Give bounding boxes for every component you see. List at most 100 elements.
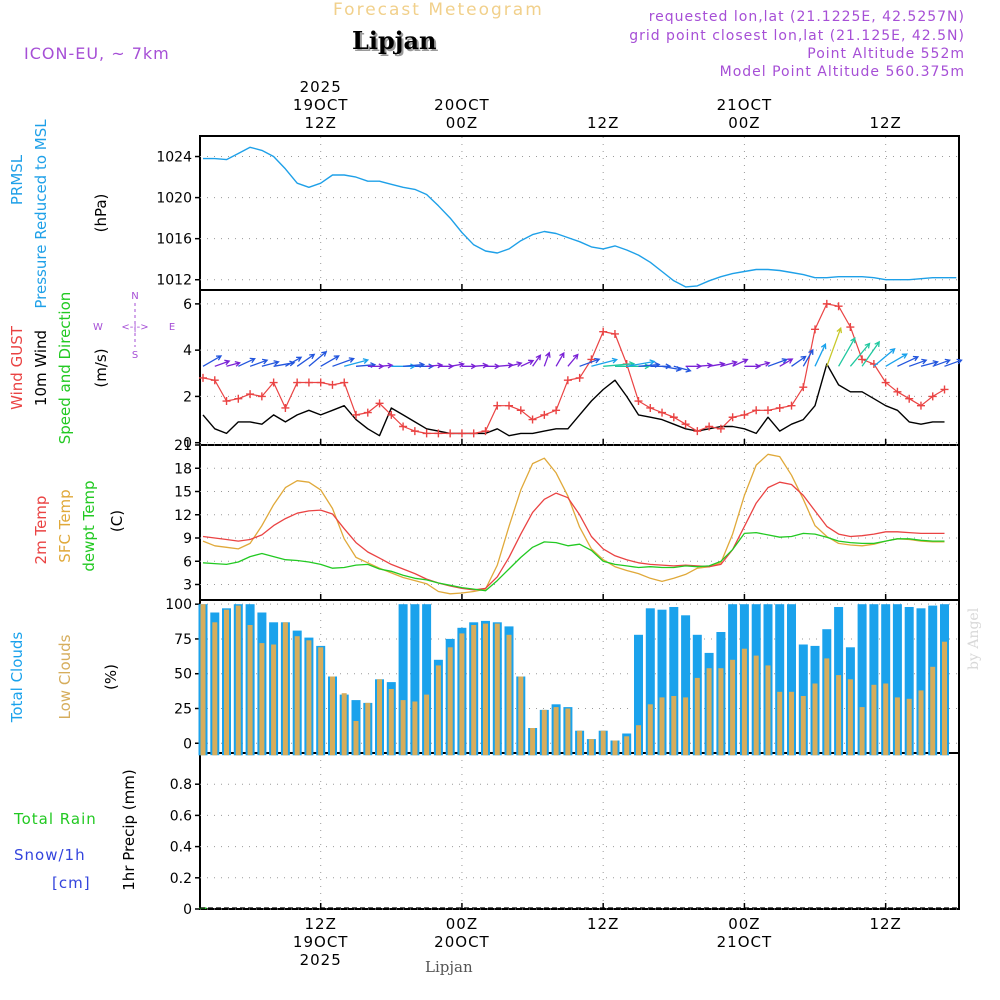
total-cloud-bar — [904, 607, 914, 756]
total-cloud-bar — [857, 604, 867, 756]
low-cloud-bar — [271, 644, 277, 756]
low-cloud-bar — [812, 683, 818, 756]
wind-direction-arrow — [249, 358, 269, 367]
requested-coords: requested lon,lat (21.1225E, 42.5257N) — [648, 9, 965, 25]
wind-gust-markers — [199, 299, 949, 438]
wind-gust-point — [246, 390, 255, 399]
y-tick-label: 15 — [174, 485, 192, 501]
total-cloud-bar — [657, 609, 667, 756]
footer-location: Lipjan — [425, 958, 473, 976]
temperature-panel-frame — [199, 444, 960, 601]
low-cloud-bar — [730, 659, 736, 756]
bottom-time-label: 12Z — [587, 915, 619, 933]
precip-panel-frame — [199, 752, 960, 910]
wind-gust-point — [410, 427, 419, 436]
pressure-series-line — [203, 146, 957, 288]
low-cloud-bar — [718, 668, 724, 756]
top-time-label: 12Z — [305, 114, 337, 132]
wind-gust-point — [222, 397, 231, 406]
wind-direction-arrow — [226, 360, 241, 367]
compass-east: E — [169, 322, 175, 333]
cloud-bars — [198, 604, 949, 756]
precip-unit-label: 1hr Precip (mm) — [120, 769, 138, 890]
wind-direction-arrow — [450, 361, 465, 368]
wind-gust-point — [281, 403, 290, 412]
low-cloud-bar — [459, 633, 465, 756]
wind-gust-point — [716, 424, 725, 433]
wind-gust-point — [881, 378, 890, 387]
temp-2m-label: 2m Temp — [32, 496, 50, 565]
wind-gust-point — [528, 415, 537, 424]
clouds-y-axis: 0 25 50 75 100 — [165, 597, 959, 752]
wind-direction-arrow — [732, 358, 749, 367]
wind-gust-point — [740, 410, 749, 419]
y-tick-label: 0.2 — [170, 871, 192, 887]
wind-direction-arrow — [779, 358, 794, 367]
wind-gust-point — [834, 302, 843, 311]
wind-gust-point — [352, 410, 361, 419]
top-time-label: 00Z — [446, 114, 478, 132]
y-tick-label: 1012 — [156, 273, 192, 289]
pressure-unit-label: (hPa) — [92, 194, 110, 233]
wind-gust-point — [316, 378, 325, 387]
y-tick-label: 1024 — [156, 150, 192, 166]
y-tick-label: 25 — [174, 701, 192, 717]
wind-direction-arrow — [332, 357, 355, 367]
wind-direction-arrow — [767, 358, 788, 367]
bottom-time-label: 12Z — [869, 915, 901, 933]
total-cloud-bar — [410, 604, 420, 756]
wind-gust-point — [399, 422, 408, 431]
low-cloud-bar — [224, 609, 229, 756]
low-cloud-bar — [400, 700, 406, 756]
bottom-time-label: 19OCT — [293, 933, 349, 951]
snow-legend-label: Snow/1h — [14, 846, 86, 864]
point-altitude: Point Altitude 552m — [807, 46, 965, 62]
low-cloud-bar — [353, 721, 359, 756]
wind-direction-arrow — [944, 358, 963, 367]
temperature-y-axis: 3 6 9 12 15 18 21 — [174, 438, 959, 594]
top-time-label: 12Z — [869, 114, 901, 132]
wind-direction-arrow — [626, 359, 656, 367]
top-time-label: 21OCT — [717, 96, 773, 114]
wind-direction-arrow — [814, 342, 827, 367]
y-tick-label: 0 — [183, 736, 192, 752]
wind-gust-point — [234, 394, 243, 403]
total-cloud-bar — [645, 608, 655, 756]
wind-direction-arrow — [591, 357, 619, 367]
wind-gust-point — [328, 380, 337, 389]
wind-gust-point — [340, 378, 349, 387]
y-tick-label: 0.8 — [170, 777, 192, 793]
wind-speed-series-line — [202, 363, 945, 437]
wind-gust-point — [375, 399, 384, 408]
wind-gust-point — [905, 394, 914, 403]
pressure-y-axis: 1012 1016 1020 1024 — [156, 150, 959, 289]
wind-gust-point — [540, 410, 549, 419]
total-cloud-bar — [681, 615, 691, 756]
wind-direction-label: Speed and Direction — [56, 292, 74, 445]
wind-direction-arrow — [532, 354, 542, 367]
wind-gust-point — [563, 376, 572, 385]
wind-direction-arrow — [756, 360, 771, 367]
top-time-label: 19OCT — [293, 96, 349, 114]
low-cloud-bar — [282, 622, 288, 756]
temp-dewpt-label: dewpt Temp — [80, 480, 98, 571]
compass-legend: NW <-|-> ES — [93, 291, 175, 361]
wind-gust-label: Wind GUST — [8, 325, 26, 410]
y-tick-label: 4 — [183, 343, 192, 359]
wind-direction-arrow — [897, 355, 920, 367]
total-cloud-bar — [422, 604, 432, 756]
y-tick-label: 2 — [183, 389, 192, 405]
low-cloud-bar — [906, 698, 912, 756]
low-cloud-bar — [765, 665, 771, 756]
y-tick-label: 100 — [165, 597, 192, 613]
low-cloud-bar — [883, 683, 889, 756]
low-cloud-bar — [494, 623, 500, 756]
wind-speed-label: 10m Wind — [32, 330, 50, 406]
wind-gust-point — [493, 401, 502, 410]
wind-gust-point — [210, 376, 219, 385]
wind-direction-arrow — [861, 340, 880, 367]
pressure-panel-frame — [199, 135, 960, 291]
wind-gust-point — [469, 429, 478, 438]
wind-direction-arrow — [673, 365, 692, 373]
compass-west: W — [93, 322, 103, 333]
